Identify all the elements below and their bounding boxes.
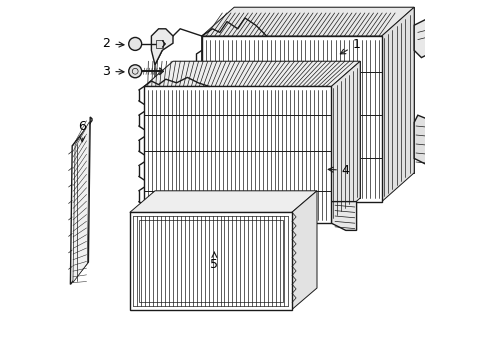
- Text: 2: 2: [102, 37, 124, 50]
- Polygon shape: [73, 122, 90, 283]
- Text: 5: 5: [210, 252, 219, 271]
- Polygon shape: [414, 14, 436, 58]
- Polygon shape: [331, 202, 357, 230]
- Polygon shape: [173, 61, 360, 198]
- Polygon shape: [331, 61, 360, 223]
- Text: 3: 3: [102, 65, 124, 78]
- Text: 1: 1: [341, 39, 361, 54]
- Polygon shape: [130, 212, 292, 310]
- Polygon shape: [130, 191, 317, 212]
- Polygon shape: [382, 7, 414, 202]
- Polygon shape: [234, 7, 414, 173]
- Polygon shape: [71, 117, 92, 284]
- Polygon shape: [144, 86, 331, 223]
- Polygon shape: [144, 61, 360, 86]
- Text: 6: 6: [78, 120, 86, 142]
- Polygon shape: [156, 40, 163, 48]
- Polygon shape: [202, 36, 382, 202]
- Polygon shape: [202, 7, 414, 36]
- Polygon shape: [292, 191, 317, 310]
- Circle shape: [129, 65, 142, 78]
- Polygon shape: [151, 29, 173, 65]
- Polygon shape: [414, 115, 436, 169]
- Polygon shape: [155, 29, 202, 202]
- Text: 4: 4: [328, 164, 350, 177]
- Circle shape: [129, 37, 142, 50]
